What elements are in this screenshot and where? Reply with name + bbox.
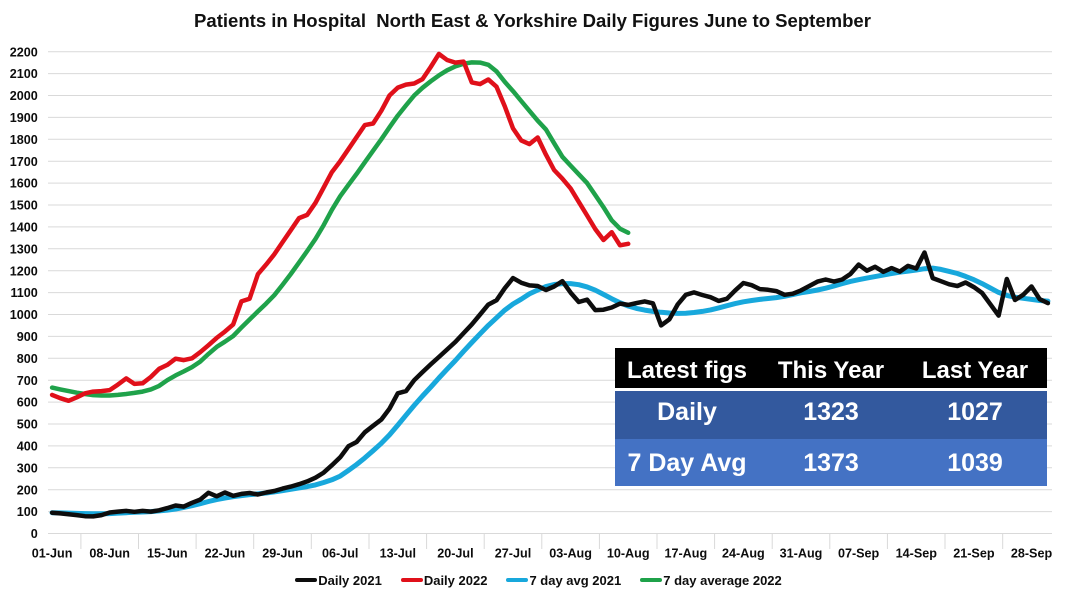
svg-text:2000: 2000 [10,89,38,103]
svg-text:01-Jun: 01-Jun [32,547,73,561]
svg-text:10-Aug: 10-Aug [607,547,650,561]
svg-text:03-Aug: 03-Aug [549,547,592,561]
svg-text:600: 600 [17,396,38,410]
svg-text:22-Jun: 22-Jun [205,547,246,561]
svg-text:1300: 1300 [10,242,38,256]
svg-text:1700: 1700 [10,155,38,169]
svg-text:900: 900 [17,330,38,344]
svg-text:21-Sep: 21-Sep [953,547,995,561]
svg-text:28-Sep: 28-Sep [1011,547,1053,561]
svg-text:1600: 1600 [10,177,38,191]
svg-text:1000: 1000 [10,308,38,322]
svg-text:14-Sep: 14-Sep [896,547,938,561]
svg-text:1800: 1800 [10,133,38,147]
svg-text:1100: 1100 [10,286,37,300]
svg-text:15-Jun: 15-Jun [147,547,188,561]
svg-text:17-Aug: 17-Aug [664,547,707,561]
svg-text:13-Jul: 13-Jul [380,547,416,561]
svg-text:100: 100 [17,505,38,519]
svg-text:2100: 2100 [10,67,38,81]
svg-text:0: 0 [31,527,38,541]
svg-text:20-Jul: 20-Jul [437,547,473,561]
svg-text:200: 200 [17,483,38,497]
svg-text:1500: 1500 [10,199,38,213]
svg-text:1200: 1200 [10,264,38,278]
svg-text:06-Jul: 06-Jul [322,547,358,561]
svg-text:2200: 2200 [10,45,38,59]
svg-text:31-Aug: 31-Aug [780,547,823,561]
svg-text:400: 400 [17,440,38,454]
svg-text:08-Jun: 08-Jun [89,547,130,561]
svg-text:24-Aug: 24-Aug [722,547,765,561]
svg-text:29-Jun: 29-Jun [262,547,303,561]
svg-text:500: 500 [17,418,38,432]
svg-text:27-Jul: 27-Jul [495,547,531,561]
svg-text:1400: 1400 [10,221,38,235]
svg-text:700: 700 [17,374,38,388]
svg-text:800: 800 [17,352,38,366]
svg-text:1900: 1900 [10,111,38,125]
svg-text:07-Sep: 07-Sep [838,547,880,561]
svg-text:300: 300 [17,461,38,475]
